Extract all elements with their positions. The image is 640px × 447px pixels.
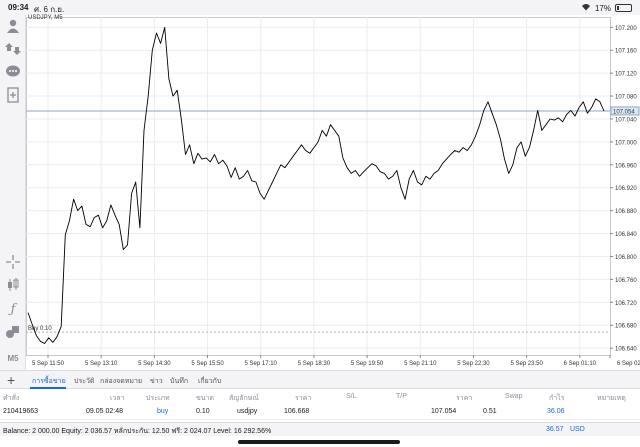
y-tick-label: 107.200: [615, 26, 637, 32]
bottom-tab-bar: + การซื้อขาย ประวัติ กล่องจดหมาย ข่าว บั…: [0, 370, 640, 389]
y-tick-label: 107.000: [615, 140, 637, 146]
x-tick-label: 5 Sep 21:10: [404, 361, 437, 367]
current-price-label: 107.054: [613, 109, 635, 115]
y-tick-label: 107.160: [615, 49, 637, 55]
timeframe-button[interactable]: M5: [7, 353, 19, 363]
y-tick-label: 106.680: [615, 324, 637, 330]
x-tick-label: 5 Sep 17:10: [245, 361, 278, 367]
header-price: ราคา: [295, 395, 312, 402]
table-row[interactable]: 210419663 09.05 02:48 buy 0.10 usdjpy 10…: [0, 404, 640, 420]
function-icon[interactable]: ƒ: [10, 301, 16, 317]
price-line-series: [27, 26, 605, 344]
order-profit: 36.06: [547, 408, 565, 415]
add-tab-button[interactable]: +: [7, 372, 16, 388]
y-tick-label: 106.720: [615, 301, 637, 307]
header-swap: Swap: [505, 393, 523, 400]
orders-table-header: คำสั่ง เวลา ประเภท ขนาด สัญลักษณ์ ราคา S…: [0, 389, 640, 404]
tab-news[interactable]: ข่าว: [150, 378, 163, 385]
chat-icon[interactable]: [4, 63, 22, 81]
x-tick-label: 5 Sep 19:50: [351, 361, 384, 367]
x-tick-label: 5 Sep 15:50: [191, 361, 224, 367]
order-open-price: 106.668: [284, 408, 310, 415]
left-toolbar: ƒ M5: [0, 15, 26, 370]
total-profit: 36.57: [546, 426, 564, 433]
y-tick-label: 106.960: [615, 163, 637, 169]
header-size: ขนาด: [196, 395, 215, 402]
objects-icon[interactable]: [4, 323, 22, 341]
order-type: buy: [157, 408, 169, 415]
y-tick-label: 107.080: [615, 95, 637, 101]
order-swap: 0.51: [483, 408, 497, 415]
x-tick-label: 5 Sep 11:50: [32, 361, 65, 367]
wifi-icon: [581, 3, 591, 13]
header-current-price: ราคา: [456, 395, 473, 402]
account-icon[interactable]: [4, 17, 22, 35]
candlestick-icon[interactable]: [4, 276, 22, 294]
tab-about[interactable]: เกี่ยวกับ: [198, 378, 222, 385]
order-current-price: 107.054: [431, 408, 457, 415]
y-tick-label: 106.800: [615, 255, 637, 261]
y-tick-label: 106.640: [615, 347, 637, 353]
header-profit: กำไร: [549, 395, 565, 402]
status-bar: 09:34 ศ. 6 ก.ย. 17%: [0, 0, 640, 15]
tab-trade[interactable]: การซื้อขาย: [32, 378, 66, 385]
x-tick-label: 5 Sep 18:30: [298, 361, 331, 367]
balance-summary: Balance: 2 000.00 Equity: 2 036.57 หลักป…: [3, 428, 272, 435]
y-tick-label: 106.840: [615, 232, 637, 238]
y-tick-label: 106.920: [615, 186, 637, 192]
x-tick-label: 5 Sep 23:50: [510, 361, 543, 367]
tab-journal[interactable]: บันทึก: [170, 378, 189, 385]
battery-percent: 17%: [594, 3, 611, 13]
status-time: 09:34: [8, 3, 29, 12]
profit-currency: USD: [570, 426, 585, 433]
tab-mailbox[interactable]: กล่องจดหมาย: [100, 378, 143, 385]
battery-level: [617, 6, 620, 10]
x-tick-label: 5 Sep 22:30: [457, 361, 490, 367]
header-order: คำสั่ง: [3, 395, 20, 402]
header-time: เวลา: [110, 395, 125, 402]
current-price-tag: [610, 106, 640, 116]
crosshair-icon[interactable]: [4, 253, 22, 271]
header-symbol: สัญลักษณ์: [229, 395, 259, 402]
header-sl: S/L: [346, 393, 357, 400]
chart-canvas[interactable]: 107.200 107.160 107.120 107.080 107.040 107.0…: [26, 15, 640, 370]
account-balance-bar: Balance: 2 000.00 Equity: 2 036.57 หลักป…: [0, 422, 640, 436]
y-tick-label: 106.880: [615, 209, 637, 215]
y-tick-label: 107.120: [615, 72, 637, 78]
active-tab-indicator: [30, 387, 66, 389]
battery-icon: [615, 4, 632, 12]
x-tick-label: 5 Sep 13:10: [85, 361, 118, 367]
price-chart[interactable]: 107.200 107.160 107.120 107.080 107.040 107.0…: [26, 15, 640, 370]
header-tp: T/P: [396, 393, 407, 400]
order-size: 0.10: [196, 408, 210, 415]
order-time: 09.05 02:48: [86, 408, 123, 415]
y-tick-label: 106.760: [615, 278, 637, 284]
new-document-icon[interactable]: [4, 86, 22, 104]
plot-border: [26, 17, 611, 356]
header-type: ประเภท: [146, 395, 170, 402]
home-indicator[interactable]: [238, 440, 400, 444]
x-tick-label: 6 Sep 02:30: [617, 361, 640, 367]
position-label: Buy 0.10: [28, 326, 52, 332]
x-tick-label: 6 Sep 01:10: [564, 361, 597, 367]
order-symbol: usdjpy: [237, 408, 258, 415]
tab-history[interactable]: ประวัติ: [74, 378, 95, 385]
status-date: ศ. 6 ก.ย.: [34, 5, 65, 14]
header-comment: หมายเหตุ: [597, 395, 626, 402]
y-tick-label: 107.040: [615, 117, 637, 123]
x-tick-label: 5 Sep 14:30: [138, 361, 171, 367]
chart-title: USDJPY, M5: [28, 15, 63, 21]
status-right: 17%: [581, 3, 632, 13]
trade-icon[interactable]: [4, 40, 22, 58]
order-id: 210419663: [3, 408, 39, 415]
